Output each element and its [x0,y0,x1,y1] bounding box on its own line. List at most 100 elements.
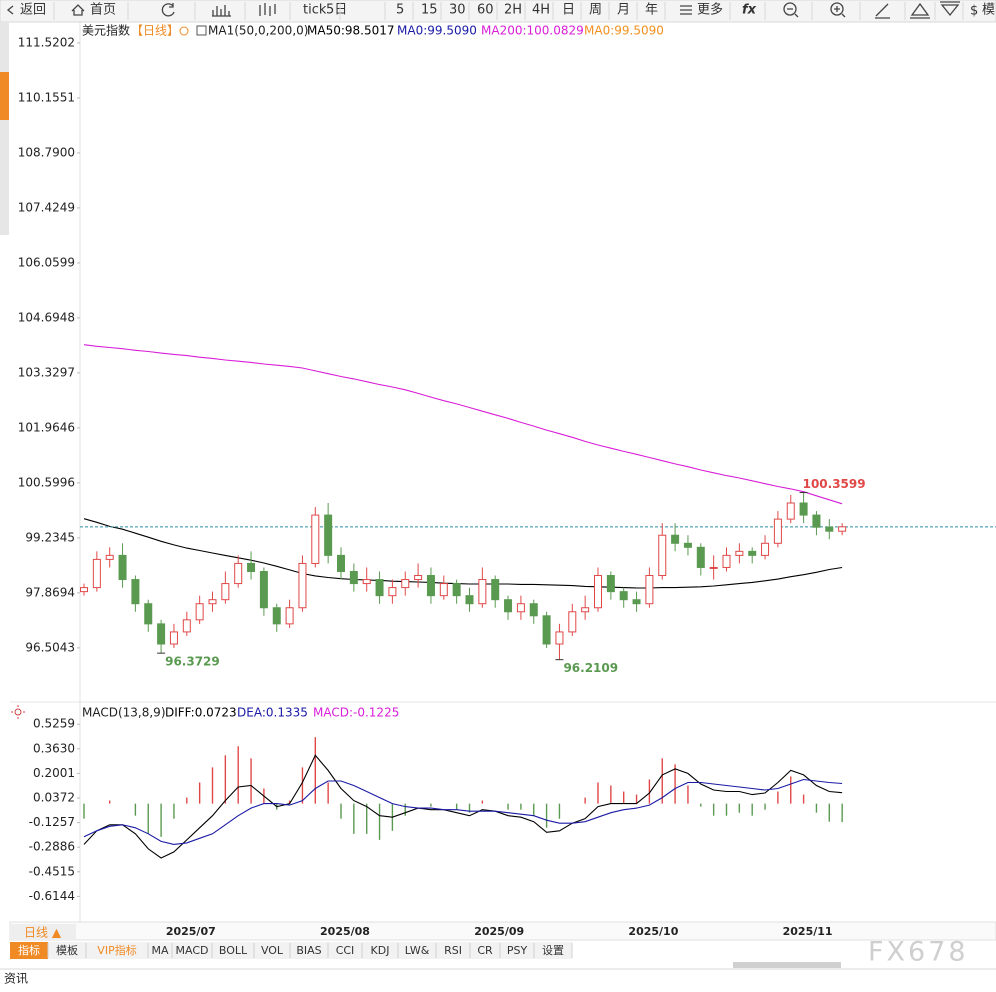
price-tick-label: 107.4249 [18,200,75,214]
candle-body [426,575,435,597]
candle-body [491,579,500,601]
candle-body [144,603,153,625]
tab[interactable]: KDJ [371,944,390,957]
tab-active[interactable] [10,942,48,959]
price-tick-label: 99.2345 [25,530,75,544]
zoom-out-icon [783,2,797,16]
period-button-bg[interactable] [10,924,76,940]
watermark: FX678 [868,937,969,968]
candle-body [709,566,718,569]
candle-body [247,562,256,572]
toolbar-button[interactable]: 更多 [697,2,723,18]
candle-body [105,554,114,560]
tab[interactable]: CCI [336,944,355,957]
bar-icon [212,5,231,17]
tab[interactable]: BIAS [296,944,321,957]
toolbar-button[interactable]: 5 [396,3,404,18]
tab[interactable]: MACD [176,944,209,957]
low-label: 96.3729 [165,655,220,669]
candle-body [799,502,808,516]
candle-body [80,587,88,593]
candle-body [208,599,217,605]
toolbar-button[interactable]: 年 [645,3,658,18]
tab[interactable]: VOL [261,944,284,957]
triangle-up-icon [910,2,930,19]
tab[interactable]: 设置 [542,944,564,957]
toolbar-button[interactable]: 4H [532,3,550,18]
candle-body [594,575,602,609]
tab[interactable]: LW& [405,944,430,957]
candle-body [131,579,140,605]
macd-icon [14,708,22,716]
candle-body [786,502,795,520]
candle-body [157,623,166,645]
footer-tab[interactable]: 资讯 [4,972,28,986]
macd-title: MACD(13,8,9) [82,706,166,720]
scrollbar[interactable] [733,962,841,968]
tab[interactable]: 模板 [56,943,78,957]
macd-tick-label: -0.1257 [29,815,75,829]
toolbar-button[interactable]: 5日 [326,3,347,18]
tab[interactable]: BOLL [219,944,248,957]
tab[interactable]: PSY [507,944,528,957]
candle-body [825,526,834,532]
x-tick-label: 2025/11 [783,925,833,938]
macd-tick-label: 0.5259 [33,717,75,731]
toolbar-button[interactable]: 月 [617,3,630,18]
legend-entry: MA50:98.5017 [307,24,395,38]
candle-body [311,514,320,564]
price-tick-label: 104.6948 [18,310,75,324]
price-tick-label: 110.1551 [18,90,75,104]
toolbar-button[interactable]: fx [742,3,757,18]
candle-body [272,607,281,625]
home-icon [71,4,85,16]
tab[interactable]: MA [151,944,168,957]
candle-body [812,514,821,528]
menu-icon [680,5,692,15]
draw-icon [875,3,890,19]
toolbar-button[interactable]: 首页 [90,3,116,18]
toolbar-button[interactable]: 30 [449,3,466,18]
candle-body [619,591,628,601]
candle-body [92,558,101,589]
candle-body [568,611,577,633]
candle-body [401,579,410,589]
candle-body [324,514,333,556]
candle-body [516,603,525,613]
period-label: 【日线】 [131,24,179,38]
candle-body [671,534,680,544]
toolbar-button[interactable]: 15 [421,3,438,18]
toolbar-button[interactable]: 2H [504,3,522,18]
candle-body [658,534,667,577]
candle-body [696,546,705,568]
period-button[interactable]: 日线 ▲ [24,926,62,940]
toolbar-button[interactable]: tick [303,3,327,18]
toolbar [0,0,996,23]
price-tick-label: 96.5043 [25,640,75,654]
tab[interactable]: 指标 [18,943,40,957]
zoom-in-icon [830,2,844,16]
x-tick-label: 2025/09 [474,925,524,938]
candle-body [375,579,384,597]
toolbar-button[interactable]: 返回 [20,3,46,18]
legend-entry: DIFF:0.0723 [165,706,237,720]
candle-body [388,587,397,597]
high-label: 100.3599 [803,477,866,491]
tab[interactable]: VIP指标 [97,943,136,957]
toolbar-button[interactable]: 60 [477,3,494,18]
toolbar-button[interactable]: 模 [982,3,995,18]
toolbar-button[interactable]: 周 [589,3,602,18]
price-tick-label: 111.5202 [18,35,75,49]
candle-body [722,554,731,568]
add-indicator-icon[interactable] [179,26,189,36]
dollar-icon: $ [970,4,978,19]
candle-body [195,603,204,621]
candle-body [285,607,294,625]
candle-body [555,631,564,645]
toolbar-button[interactable]: 日 [562,3,575,18]
tab[interactable]: RSI [444,944,462,957]
tab[interactable]: CR [477,944,493,957]
legend-entry: MA200:100.0829 [481,24,584,38]
price-tick-label: 100.5996 [18,475,75,489]
macd-tick-label: 0.3630 [33,741,75,755]
